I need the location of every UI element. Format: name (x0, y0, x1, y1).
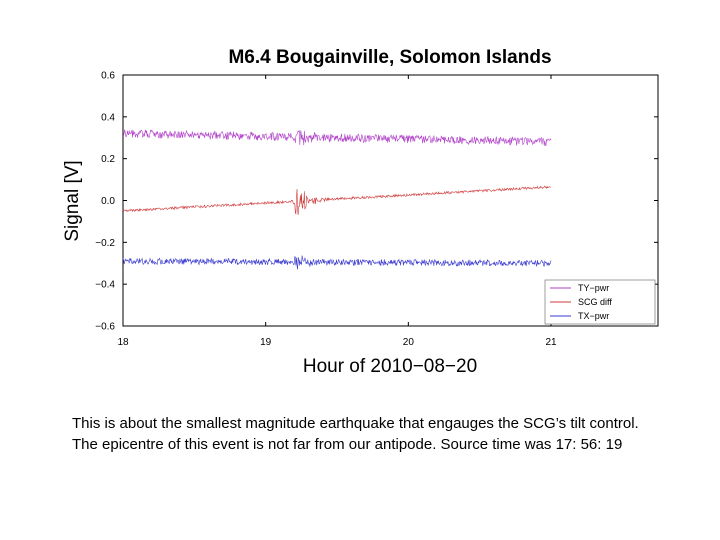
y-axis-ticks: 0.6 0.4 0.2 0.0 −0.2 −0.4 −0.6 (95, 71, 658, 333)
seismic-chart: M6.4 Bougainville, Solomon Islands 0.60.… (62, 47, 659, 377)
x-tick-label: 21 (545, 337, 557, 348)
series-line (122, 129, 552, 146)
x-tick-label: 19 (260, 337, 272, 348)
chart-title: M6.4 Bougainville, Solomon Islands (228, 47, 551, 68)
x-axis-label: Hour of 2010−08−20 (303, 356, 477, 377)
series-line (122, 185, 552, 216)
x-tick-label: 20 (403, 337, 415, 348)
y-tick-label: 0.6 (101, 71, 115, 82)
x-axis-ticks: 18 19 20 21 (117, 75, 557, 348)
caption-text: This is about the smallest magnitude ear… (72, 415, 639, 453)
y-tick-label: −0.6 (95, 322, 115, 333)
legend-label: TY−pwr (578, 283, 609, 293)
y-axis-label: Signal [V] (62, 160, 83, 241)
legend: TY−pwr SCG diff TX−pwr (544, 279, 656, 325)
y-tick-label: 0.2 (101, 154, 115, 165)
x-tick-label: 18 (117, 337, 129, 348)
y-tick-label: 0.0 (101, 196, 115, 207)
y-tick-label: −0.2 (95, 238, 115, 249)
y-tick-label: 0.4 (101, 112, 115, 123)
legend-label: TX−pwr (578, 311, 609, 321)
y-tick-label: −0.4 (95, 280, 115, 291)
series-line (122, 255, 552, 270)
series-layer (122, 129, 552, 270)
legend-label: SCG diff (578, 297, 612, 307)
